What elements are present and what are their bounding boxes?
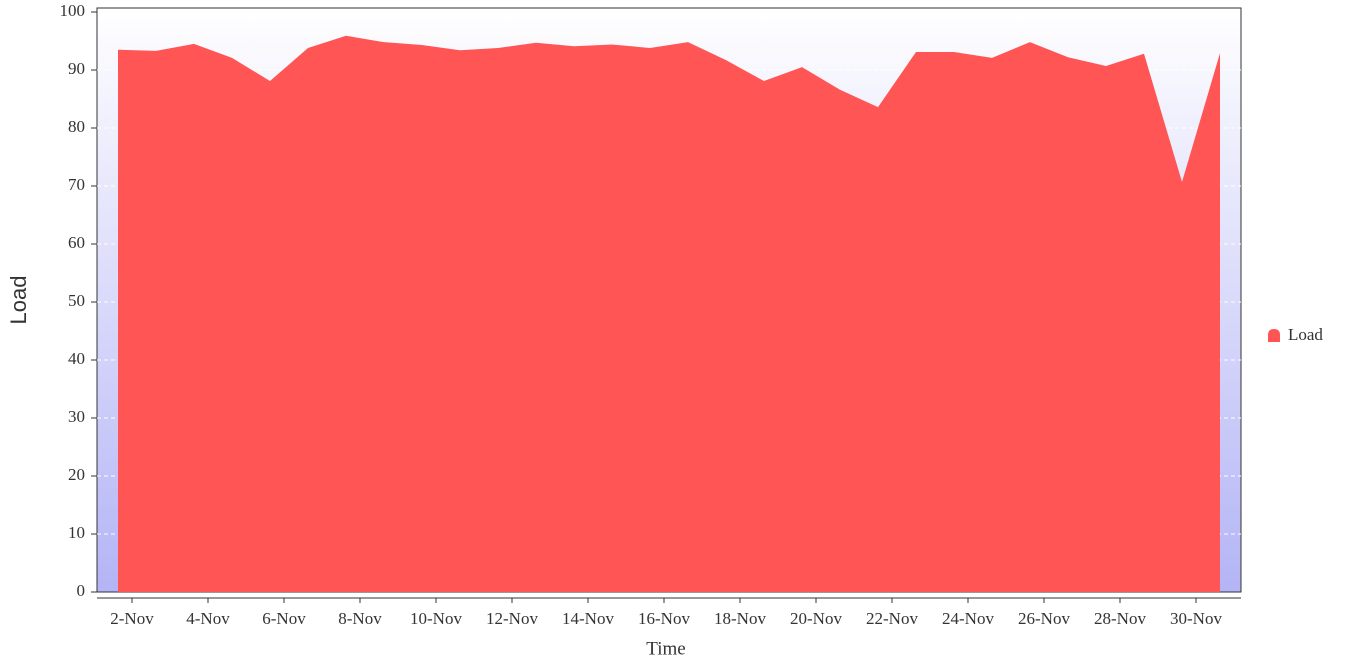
legend-swatch bbox=[1268, 329, 1280, 342]
y-tick-label: 40 bbox=[68, 349, 85, 368]
legend-label: Load bbox=[1288, 325, 1323, 344]
x-tick-label: 30-Nov bbox=[1170, 609, 1222, 628]
y-tick-label: 0 bbox=[77, 581, 86, 600]
x-tick-label: 18-Nov bbox=[714, 609, 766, 628]
x-tick-label: 10-Nov bbox=[410, 609, 462, 628]
y-tick-label: 60 bbox=[68, 233, 85, 252]
x-tick-label: 16-Nov bbox=[638, 609, 690, 628]
y-tick-label: 80 bbox=[68, 117, 85, 136]
y-tick-label: 50 bbox=[68, 291, 85, 310]
x-tick-label: 28-Nov bbox=[1094, 609, 1146, 628]
x-tick-label: 2-Nov bbox=[110, 609, 154, 628]
y-tick-label: 90 bbox=[68, 59, 85, 78]
area bbox=[118, 35, 1220, 592]
x-tick-label: 24-Nov bbox=[942, 609, 994, 628]
x-tick-label: 20-Nov bbox=[790, 609, 842, 628]
x-tick-label: 14-Nov bbox=[562, 609, 614, 628]
y-tick-label: 70 bbox=[68, 175, 85, 194]
x-tick-label: 8-Nov bbox=[338, 609, 382, 628]
x-tick-label: 4-Nov bbox=[186, 609, 230, 628]
x-tick-label: 22-Nov bbox=[866, 609, 918, 628]
y-tick-label: 100 bbox=[60, 1, 86, 20]
y-tick-label: 10 bbox=[68, 523, 85, 542]
y-tick-label: 30 bbox=[68, 407, 85, 426]
y-axis-label: Load bbox=[6, 276, 31, 325]
x-axis-label: Time bbox=[646, 638, 685, 659]
x-tick-label: 6-Nov bbox=[262, 609, 306, 628]
x-tick-label: 26-Nov bbox=[1018, 609, 1070, 628]
y-tick-label: 20 bbox=[68, 465, 85, 484]
x-tick-label: 12-Nov bbox=[486, 609, 538, 628]
